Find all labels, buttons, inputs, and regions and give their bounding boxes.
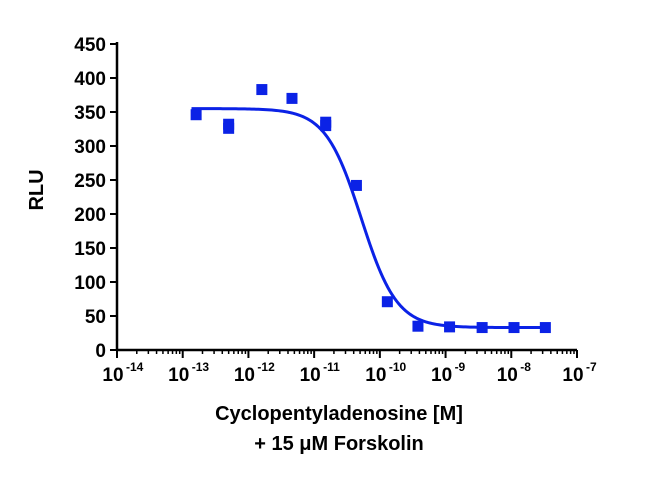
data-point	[381, 296, 393, 308]
x-tick-label: 10	[234, 365, 255, 386]
data-point	[286, 92, 298, 104]
data-point	[508, 322, 520, 334]
y-tick-label: 400	[74, 69, 106, 90]
x-axis-title-line2: + 15 μM Forskolin	[254, 433, 424, 455]
x-axis-ticks: 10 -14 10 -13 10 -12 10 -11 10 -10 10 -9 10 -8 10 -7	[102, 350, 597, 386]
x-tick-exponent: -9	[455, 360, 466, 374]
data-point	[476, 322, 488, 334]
data-point	[444, 321, 456, 333]
y-tick-label: 100	[74, 273, 106, 294]
x-tick-label: 10	[365, 365, 386, 386]
x-tick-exponent: -12	[257, 360, 275, 374]
y-tick-label: 250	[74, 171, 106, 192]
x-tick-label: 10	[300, 365, 321, 386]
data-point	[412, 320, 424, 332]
data-point	[190, 109, 202, 121]
data-point	[256, 84, 268, 96]
y-tick-label: 300	[74, 137, 106, 158]
x-tick-label: 10	[168, 365, 189, 386]
y-tick-label: 350	[74, 103, 106, 124]
data-point	[320, 120, 332, 132]
x-tick-label: 10	[562, 365, 583, 386]
x-tick-exponent: -11	[323, 360, 340, 374]
axes	[115, 42, 577, 352]
data-point	[350, 179, 362, 191]
x-tick-exponent: -7	[586, 360, 597, 374]
x-tick-label: 10	[102, 365, 123, 386]
y-tick-label: 450	[74, 35, 106, 56]
fit-curve	[191, 107, 549, 330]
y-axis-ticks: 0 50 100 150 200 250 300 350 400 450	[74, 35, 117, 362]
y-tick-label: 0	[95, 341, 106, 362]
x-tick-exponent: -14	[126, 360, 144, 374]
data-points	[190, 84, 551, 334]
x-tick-label: 10	[431, 365, 452, 386]
x-tick-exponent: -13	[192, 360, 210, 374]
x-tick-label: 10	[497, 365, 518, 386]
x-tick-exponent: -10	[389, 360, 407, 374]
y-tick-label: 150	[74, 239, 106, 260]
data-point	[223, 122, 235, 134]
y-tick-label: 200	[74, 205, 106, 226]
x-axis-title-line1: Cyclopentyladenosine [M]	[215, 403, 463, 425]
data-point	[539, 322, 551, 334]
x-tick-exponent: -8	[520, 360, 531, 374]
y-tick-label: 50	[85, 307, 106, 328]
y-axis-title: RLU	[26, 169, 48, 210]
